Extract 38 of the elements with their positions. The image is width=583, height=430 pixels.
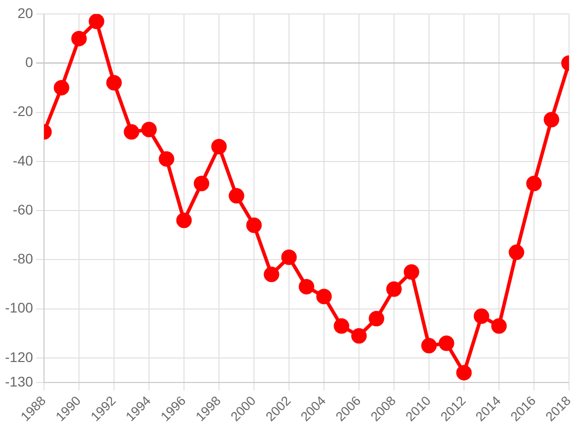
point (421, 338, 437, 354)
point (544, 112, 560, 128)
point (106, 75, 122, 91)
point (228, 188, 244, 204)
point (71, 30, 87, 46)
point (526, 176, 542, 192)
point (316, 288, 332, 304)
point (124, 124, 140, 140)
point (194, 176, 210, 192)
point (456, 364, 472, 380)
point (404, 264, 420, 280)
point (211, 138, 227, 154)
y-tick-label: -120 (4, 348, 34, 365)
y-tick-label: 0 (25, 54, 34, 70)
point (176, 212, 192, 228)
point (281, 249, 297, 265)
point (368, 310, 384, 326)
point (141, 122, 157, 138)
point (386, 281, 402, 297)
y-tick-label: -100 (4, 300, 34, 316)
point (264, 266, 280, 282)
y-tick-label: -20 (12, 103, 34, 120)
point (54, 80, 70, 96)
point (491, 318, 507, 334)
y-tick-label: -130 (4, 373, 34, 390)
y-tick-label: -60 (12, 201, 34, 218)
point (298, 278, 314, 294)
point (351, 328, 367, 344)
point (438, 335, 454, 351)
point (334, 318, 350, 334)
y-tick-label: -80 (12, 250, 34, 267)
y-tick-label: -40 (12, 152, 34, 168)
point (158, 151, 174, 167)
point (508, 244, 524, 260)
point (88, 14, 104, 30)
y-tick-label: 20 (17, 4, 34, 21)
point (474, 308, 490, 324)
point (246, 218, 262, 234)
